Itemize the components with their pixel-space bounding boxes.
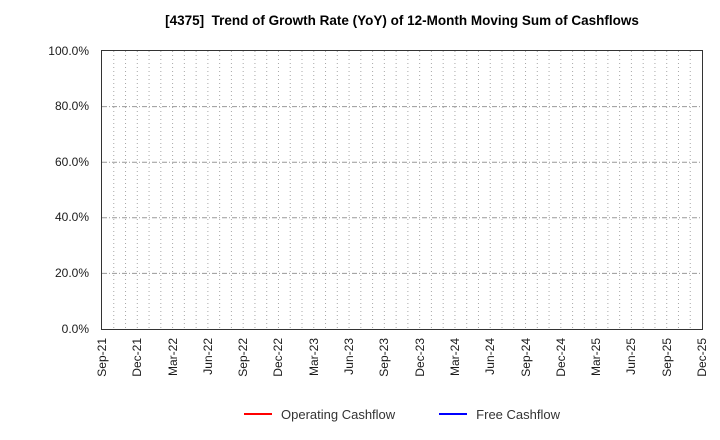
y-axis-labels: 0.0% 20.0% 40.0% 60.0% 80.0% 100.0% <box>0 44 95 336</box>
x-tick-label: Sep-22 <box>236 338 251 377</box>
operating-cashflow-legend-label: Operating Cashflow <box>281 406 396 422</box>
x-tick-label: Jun-25 <box>624 338 639 375</box>
free-cashflow-line-swatch <box>439 412 468 416</box>
x-tick-label: Jun-24 <box>483 338 498 375</box>
legend-item-operating-cashflow: Operating Cashflow <box>244 407 395 422</box>
y-tick-label: 60.0% <box>54 154 89 169</box>
x-tick-label: Dec-22 <box>271 338 286 377</box>
chart-title: [4375] Trend of Growth Rate (YoY) of 12-… <box>165 13 639 28</box>
x-tick-label: Dec-24 <box>553 338 568 377</box>
x-tick-label: Sep-21 <box>95 338 109 377</box>
x-tick-label: Mar-25 <box>589 338 604 377</box>
y-tick-label: 80.0% <box>54 99 89 114</box>
x-tick-label: Jun-22 <box>200 338 215 375</box>
x-tick-label: Dec-23 <box>412 338 427 377</box>
y-tick-label: 20.0% <box>54 265 89 280</box>
x-tick-label: Sep-24 <box>518 338 533 377</box>
x-tick-label: Mar-23 <box>306 338 321 377</box>
legend: Operating Cashflow Free Cashflow <box>101 403 703 425</box>
y-tick-label: 40.0% <box>54 210 89 225</box>
x-tick-label: Dec-25 <box>695 338 709 377</box>
x-tick-label: Sep-23 <box>377 338 392 377</box>
x-axis-labels: Sep-21 Dec-21 Mar-22 Jun-22 Sep-22 Dec-22 Mar-… <box>95 332 709 394</box>
y-tick-label: 0.0% <box>61 321 89 336</box>
plot-gridlines <box>102 51 702 329</box>
x-tick-label: Sep-25 <box>659 338 674 377</box>
x-tick-label: Dec-21 <box>130 338 145 377</box>
x-tick-label: Mar-22 <box>165 338 180 377</box>
y-tick-label: 100.0% <box>48 43 89 58</box>
free-cashflow-legend-label: Free Cashflow <box>476 406 560 422</box>
x-tick-label: Mar-24 <box>447 338 462 377</box>
operating-cashflow-line-swatch <box>244 412 272 416</box>
legend-item-free-cashflow: Free Cashflow <box>439 407 560 422</box>
plot-area <box>101 50 703 330</box>
x-tick-label: Jun-23 <box>342 338 357 375</box>
